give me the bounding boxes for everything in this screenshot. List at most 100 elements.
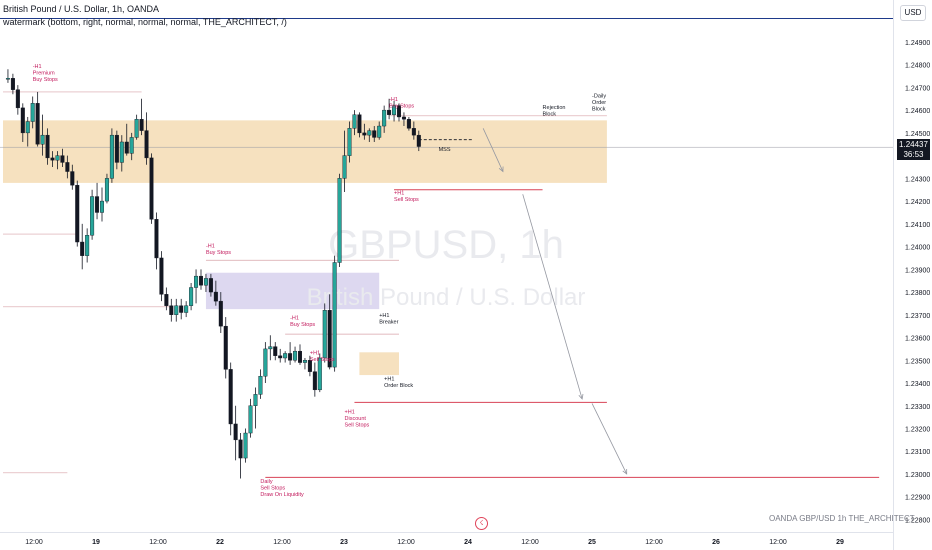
annotation-line: Discount <box>345 416 367 422</box>
y-tick-label: 1.24900 <box>905 40 930 47</box>
candle-body-2 <box>10 78 15 90</box>
annotation-7: Daily Sell Stops Draw On Liquidity <box>260 479 304 498</box>
candle-body-21 <box>104 178 109 202</box>
candle-body-48 <box>238 439 243 459</box>
y-tick-label: 1.23500 <box>905 358 930 365</box>
y-tick-label: 1.24500 <box>905 131 930 138</box>
price-axis-separator <box>893 0 894 550</box>
y-tick-label: 1.23700 <box>905 313 930 320</box>
candle-body-81 <box>401 116 406 120</box>
annotation-line: Sell Stops <box>310 357 335 363</box>
annotation-line: -H1 <box>389 97 398 103</box>
annotation-line: Premium <box>33 71 55 77</box>
annotation-line: Buy Stops <box>389 104 414 110</box>
candle-body-41 <box>203 278 208 286</box>
candle-body-64 <box>317 357 322 391</box>
lines-layer <box>0 91 893 478</box>
y-tick-label: 1.23200 <box>905 426 930 433</box>
x-tick-label: 12:00 <box>273 539 291 546</box>
candle-body-10 <box>50 157 55 161</box>
candle-body-52 <box>258 375 263 395</box>
annotation-line: Breaker <box>379 320 398 326</box>
annotation-9: +H1 Order Block <box>384 377 413 390</box>
annotation-line: Block <box>592 107 606 113</box>
candle-body-5 <box>25 121 30 134</box>
y-tick-label: 1.24000 <box>905 245 930 252</box>
candle-body-42 <box>208 278 213 293</box>
candle-body-44 <box>218 300 223 327</box>
candle-body-55 <box>273 346 278 356</box>
annotation-line: +H1 <box>394 190 404 196</box>
candle-body-28 <box>139 119 144 131</box>
candle-body-65 <box>322 310 327 359</box>
candle-body-77 <box>382 109 387 127</box>
annotation-12: -Daily Order Block <box>592 94 606 113</box>
x-tick-label: 12:00 <box>397 539 415 546</box>
y-tick-label: 1.23600 <box>905 336 930 343</box>
candle-body-26 <box>129 137 134 154</box>
y-tick-label: 1.22800 <box>905 517 930 524</box>
candle-body-8 <box>40 134 45 145</box>
y-tick-label: 1.24600 <box>905 108 930 115</box>
y-tick-label: 1.22900 <box>905 495 930 502</box>
y-tick-label: 1.23000 <box>905 472 930 479</box>
candle-body-22 <box>109 134 114 179</box>
x-tick-label: 29 <box>836 539 844 546</box>
annotation-line: MSS <box>439 147 451 153</box>
time-axis-separator <box>0 532 893 533</box>
projection-arrow-0 <box>482 128 504 172</box>
candle-body-29 <box>144 130 149 159</box>
y-tick-label: 1.24700 <box>905 85 930 92</box>
candle-body-51 <box>253 394 258 406</box>
current-price-label: 1.24437 36:53 <box>897 139 930 160</box>
candle-body-76 <box>377 125 382 138</box>
currency-button[interactable]: USD <box>900 5 926 21</box>
y-tick-label: 1.23900 <box>905 267 930 274</box>
candle-body-43 <box>213 291 218 302</box>
candle-body-25 <box>124 141 129 154</box>
x-tick-label: 19 <box>92 539 100 546</box>
annotation-line: Rejection <box>543 105 566 111</box>
candle-body-46 <box>228 369 233 425</box>
candle-body-15 <box>75 184 80 243</box>
candle-body-50 <box>248 405 253 434</box>
zone-2 <box>359 352 399 376</box>
annotation-line: Buy Stops <box>33 77 58 83</box>
watermark-setting: watermark (bottom, right, normal, normal… <box>3 17 287 27</box>
candle-body-74 <box>367 130 372 136</box>
zone-0 <box>3 120 607 183</box>
current-price-countdown: 36:53 <box>903 150 924 159</box>
candle-body-70 <box>347 128 352 156</box>
candle-body-83 <box>411 128 416 136</box>
x-tick-label: 24 <box>464 539 472 546</box>
annotation-line: Daily <box>260 479 272 485</box>
tradingview-logo-icon[interactable]: ☇ <box>475 517 488 530</box>
candle-body-75 <box>372 130 377 138</box>
watermark-layer: GBPUSD, 1h British Pound / U.S. Dollar <box>307 223 586 311</box>
watermark-name: British Pound / U.S. Dollar <box>307 284 586 311</box>
annotation-4: +H1 Sell Stops <box>310 351 335 364</box>
y-tick-label: 1.24300 <box>905 176 930 183</box>
annotation-line: Block <box>543 112 557 118</box>
candle-body-39 <box>194 275 199 288</box>
candle-body-63 <box>312 371 317 391</box>
candle-body-53 <box>263 348 268 377</box>
annotations-layer: -H1 Premium Buy Stops-H1 Buy Stops-H1 Buy St… <box>33 64 607 498</box>
zones-layer <box>3 120 607 376</box>
candles-layer <box>5 69 421 479</box>
candle-body-78 <box>387 109 392 115</box>
current-price-value: 1.24437 <box>899 140 928 149</box>
candle-body-57 <box>283 353 288 359</box>
x-tick-label: 25 <box>588 539 596 546</box>
candle-body-33 <box>164 294 169 306</box>
candle-body-84 <box>416 134 421 147</box>
candle-body-24 <box>119 141 124 163</box>
y-tick-label: 1.23100 <box>905 449 930 456</box>
annotation-10: MSS <box>439 147 451 153</box>
candle-body-7 <box>35 103 40 145</box>
candle-body-72 <box>357 114 362 134</box>
annotation-1: -H1 Buy Stops <box>206 244 231 257</box>
annotation-line: Sell Stops <box>345 423 370 429</box>
